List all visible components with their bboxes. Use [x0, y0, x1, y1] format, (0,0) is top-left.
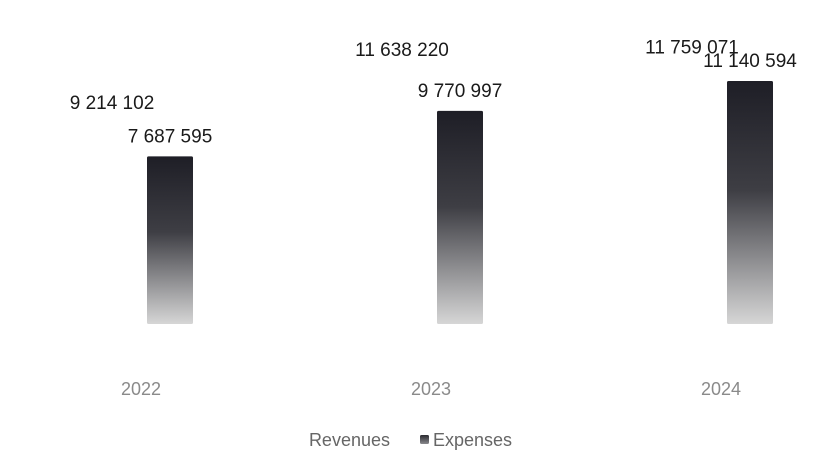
bar-revenues-2023 [379, 70, 425, 324]
legend-swatch-expenses [420, 435, 429, 444]
value-label-expenses-2022: 7 687 595 [128, 126, 213, 147]
x-tick-label-2024: 2024 [701, 379, 741, 399]
legend: Revenues Expenses [309, 430, 512, 450]
bar-revenues-2022 [89, 123, 135, 325]
legend-label-expenses: Expenses [433, 430, 512, 450]
value-label-revenues-2022: 9 214 102 [70, 93, 155, 114]
x-tick-label-2023: 2023 [411, 379, 451, 399]
bar-expenses-2022 [147, 156, 193, 324]
bar-expenses-2023 [437, 110, 483, 325]
legend-label-revenues: Revenues [309, 430, 390, 450]
x-tick-label-2022: 2022 [121, 379, 161, 399]
bar-expenses-2024 [727, 81, 773, 324]
value-label-expenses-2024: 11 140 594 [703, 51, 797, 72]
x-axis-ticks: 2022 2023 2024 [121, 379, 741, 399]
value-label-revenues-2024: 11 759 071 [645, 38, 739, 59]
value-label-expenses-2023: 9 770 997 [418, 81, 503, 102]
bars-layer [89, 67, 773, 325]
bar-revenues-2024 [669, 67, 715, 324]
value-label-revenues-2023: 11 638 220 [355, 40, 449, 61]
value-labels-layer: 9 214 102 7 687 595 11 638 220 9 770 997 11 … [70, 38, 798, 148]
